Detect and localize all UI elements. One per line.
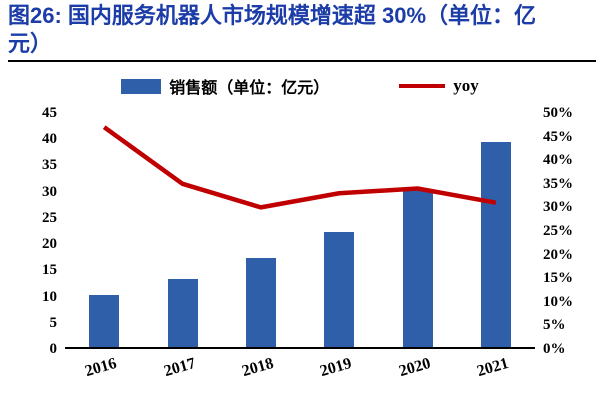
figure-title: 图26: 国内服务机器人市场规模增速超 30%（单位：亿 元）: [8, 2, 596, 62]
left-axis-tick-label: 10: [42, 288, 57, 305]
left-axis-tick-label: 40: [42, 131, 57, 148]
right-axis-tick-label: 20%: [543, 246, 573, 263]
right-axis-tick-label: 30%: [543, 199, 573, 216]
x-axis-label-2017: 2017: [161, 354, 198, 381]
bar-2018: [245, 257, 276, 347]
left-axis-tick-label: 20: [42, 236, 57, 253]
right-axis-tick-label: 50%: [543, 105, 573, 121]
figure-title-line-1: 图26: 国内服务机器人市场规模增速超 30%（单位：亿: [8, 3, 537, 28]
left-axis-tick-label: 45: [42, 105, 57, 121]
left-axis-tick-label: 0: [49, 341, 58, 357]
yoy-line: [102, 125, 497, 210]
right-axis-tick-label: 15%: [543, 270, 573, 287]
x-axis-label-2021: 2021: [474, 354, 511, 381]
x-axis-label-2018: 2018: [239, 354, 276, 381]
bar-2017: [167, 278, 198, 347]
right-axis-tick-label: 5%: [543, 317, 566, 334]
legend-item-sales: 销售额（单位：亿元）: [121, 74, 329, 98]
left-axis-tick-label: 15: [42, 262, 57, 279]
legend-label-yoy: yoy: [453, 76, 479, 95]
left-axis-tick-label: 35: [42, 157, 57, 174]
left-axis-tick-label: 5: [49, 314, 58, 331]
bar-series-swatch: [121, 78, 162, 94]
bar-2016: [89, 294, 120, 347]
chart-area: 0 5 10 15 20 25 30 35 40 45 0% 5% 10% 15% 20% 25% 30% 35%…: [0, 99, 600, 409]
left-axis-tick-label: 25: [42, 209, 57, 226]
chart-legend: 销售额（单位：亿元） yoy: [0, 75, 600, 97]
yoy-line-chart: [102, 125, 497, 210]
plot-area: 0 5 10 15 20 25 30 35 40 45 0% 5% 10% 15% 20% 25% 30% 35%…: [42, 105, 573, 380]
figure-title-line-2: 元）: [8, 31, 53, 56]
bar-2019: [324, 231, 355, 347]
left-axis-tick-label: 30: [42, 183, 57, 200]
line-series-swatch: [399, 84, 446, 88]
x-axis-label-2020: 2020: [396, 354, 433, 381]
x-axis-label-2016: 2016: [83, 354, 119, 381]
right-axis-tick-label: 45%: [543, 128, 573, 145]
right-axis-tick-label: 35%: [543, 175, 573, 192]
legend-label-sales: 销售额（单位：亿元）: [169, 80, 330, 97]
x-axis-label-2019: 2019: [318, 354, 354, 381]
bar-2020: [402, 189, 433, 347]
bar-2021: [480, 142, 511, 347]
right-axis-tick-label: 25%: [543, 223, 573, 239]
legend-item-yoy: yoy: [399, 76, 479, 96]
right-axis-tick-label: 0%: [543, 341, 566, 357]
right-axis-tick-label: 40%: [543, 152, 573, 169]
report-figure: 图26: 国内服务机器人市场规模增速超 30%（单位：亿 元） 销售额（单位：亿…: [0, 2, 600, 402]
right-axis-tick-label: 10%: [543, 293, 573, 310]
